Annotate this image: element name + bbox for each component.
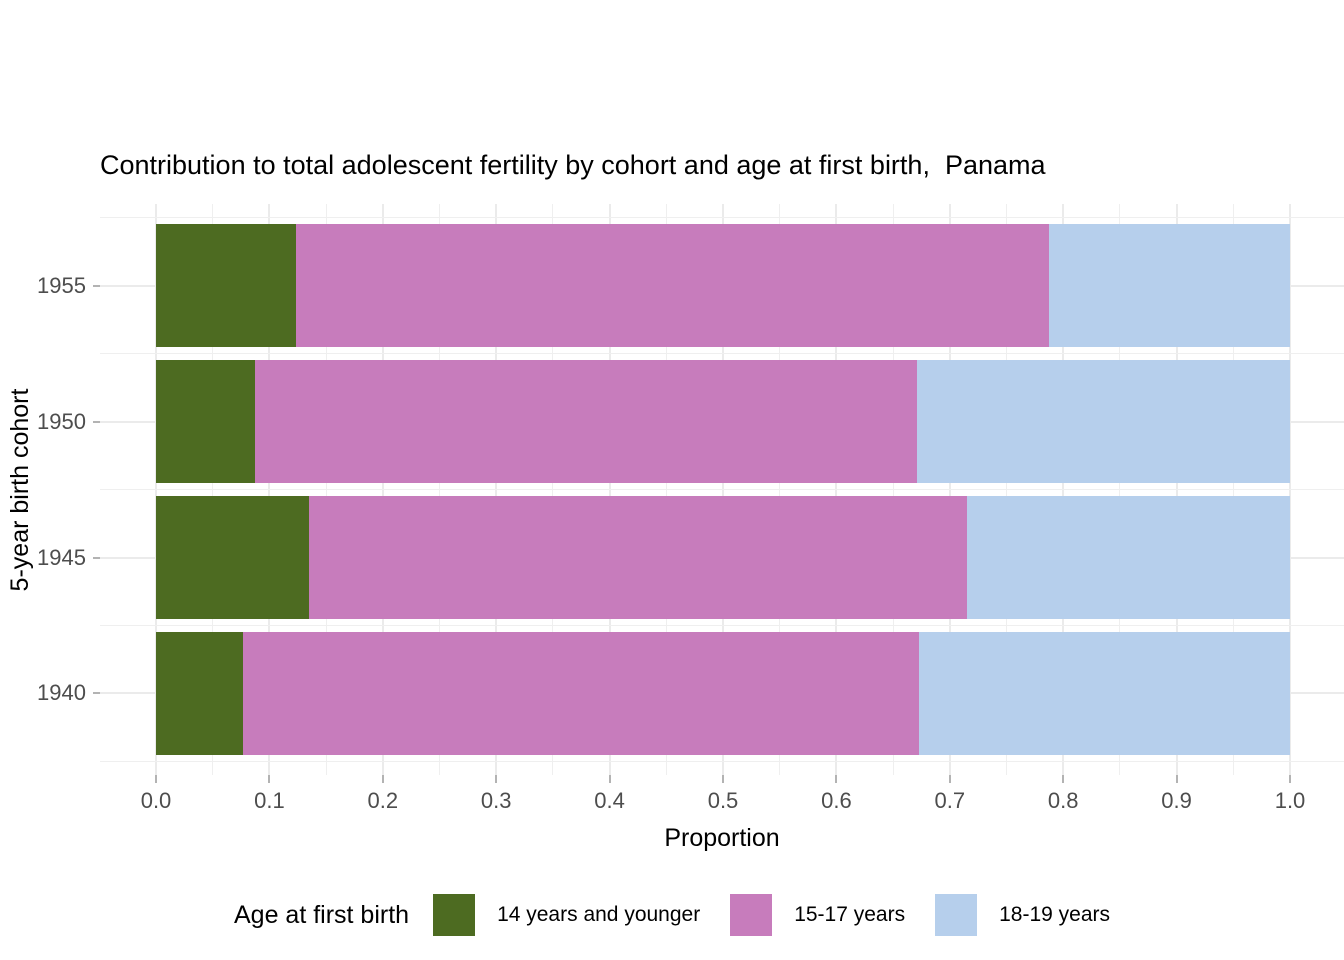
x-axis-tick <box>381 775 384 783</box>
legend-label: 14 years and younger <box>497 903 701 926</box>
chart-title: Contribution to total adolescent fertili… <box>100 150 1046 180</box>
bar-segment-1940-18-19-years <box>919 632 1290 755</box>
y-axis-tick <box>93 692 100 695</box>
legend-swatch-icon <box>935 894 978 936</box>
x-axis-tick-label: 0.6 <box>821 788 852 813</box>
bar-segment-1950-18-19-years <box>916 360 1290 483</box>
x-axis-tick <box>1289 775 1291 783</box>
minor-gridline-horizontal <box>100 625 1344 626</box>
x-axis-tick-label: 0.1 <box>254 788 285 813</box>
x-axis-tick <box>948 775 951 783</box>
bar-segment-1940-14-years-and-younger <box>156 632 244 755</box>
y-axis-tick <box>93 556 100 559</box>
legend-label: 15-17 years <box>794 903 906 926</box>
plot-panel <box>100 204 1344 775</box>
legend-title: Age at first birth <box>233 900 410 929</box>
y-axis-tick <box>93 420 100 423</box>
legend-item: 15-17 years <box>730 894 905 936</box>
bar-segment-1945-18-19-years <box>966 496 1290 619</box>
legend: Age at first birth 14 years and younger 1… <box>0 894 1344 936</box>
minor-gridline-horizontal <box>100 217 1344 219</box>
x-axis-tick-label: 0.9 <box>1161 788 1192 813</box>
y-axis-tick-label: 1955 <box>37 272 86 298</box>
x-axis-tick-label: 0.7 <box>934 788 966 813</box>
x-axis-tick <box>608 775 611 783</box>
legend-items: 14 years and younger 15-17 years 18-19 yea… <box>433 894 1110 936</box>
x-axis-tick-label: 0.2 <box>367 788 399 813</box>
x-axis-tick-label: 0.4 <box>594 788 625 813</box>
bar-segment-1955-15-17-years <box>295 224 1049 347</box>
bar-segment-1955-18-19-years <box>1048 224 1290 347</box>
y-axis-tick-label: 1940 <box>37 680 86 706</box>
bar-segment-1950-15-17-years <box>254 360 917 483</box>
legend-swatch-icon <box>433 894 476 936</box>
x-axis-tick <box>495 775 498 783</box>
minor-gridline-horizontal <box>100 489 1344 490</box>
x-axis-tick-label: 0.0 <box>140 788 172 813</box>
bar-segment-1950-14-years-and-younger <box>156 360 255 483</box>
x-axis-tick <box>1175 775 1178 783</box>
x-axis-tick-label: 0.5 <box>707 788 739 813</box>
bar-segment-1955-14-years-and-younger <box>156 224 296 347</box>
legend-item: 18-19 years <box>935 894 1110 936</box>
x-axis-tick-label: 1.0 <box>1274 788 1306 813</box>
x-axis-tick <box>1062 775 1065 783</box>
x-axis-tick <box>722 775 724 783</box>
y-axis-tick-label: 1945 <box>37 544 86 570</box>
bar-segment-1940-15-17-years <box>243 632 920 755</box>
bar-segment-1945-14-years-and-younger <box>156 496 310 619</box>
x-axis-tick <box>268 775 271 783</box>
legend-swatch-icon <box>730 894 773 936</box>
minor-gridline-horizontal <box>100 353 1344 354</box>
y-axis-tick-label: 1950 <box>37 408 86 434</box>
bar-segment-1945-15-17-years <box>309 496 967 619</box>
legend-label: 18-19 years <box>999 903 1111 926</box>
x-axis-title: Proportion <box>664 824 780 852</box>
x-axis-tick-label: 0.8 <box>1047 788 1079 813</box>
x-axis-tick <box>155 775 157 783</box>
x-axis-tick-label: 0.3 <box>480 788 512 813</box>
minor-gridline-horizontal <box>100 760 1344 762</box>
y-axis-tick <box>93 284 100 287</box>
legend-item: 14 years and younger <box>433 894 700 936</box>
x-axis-tick <box>835 775 838 783</box>
